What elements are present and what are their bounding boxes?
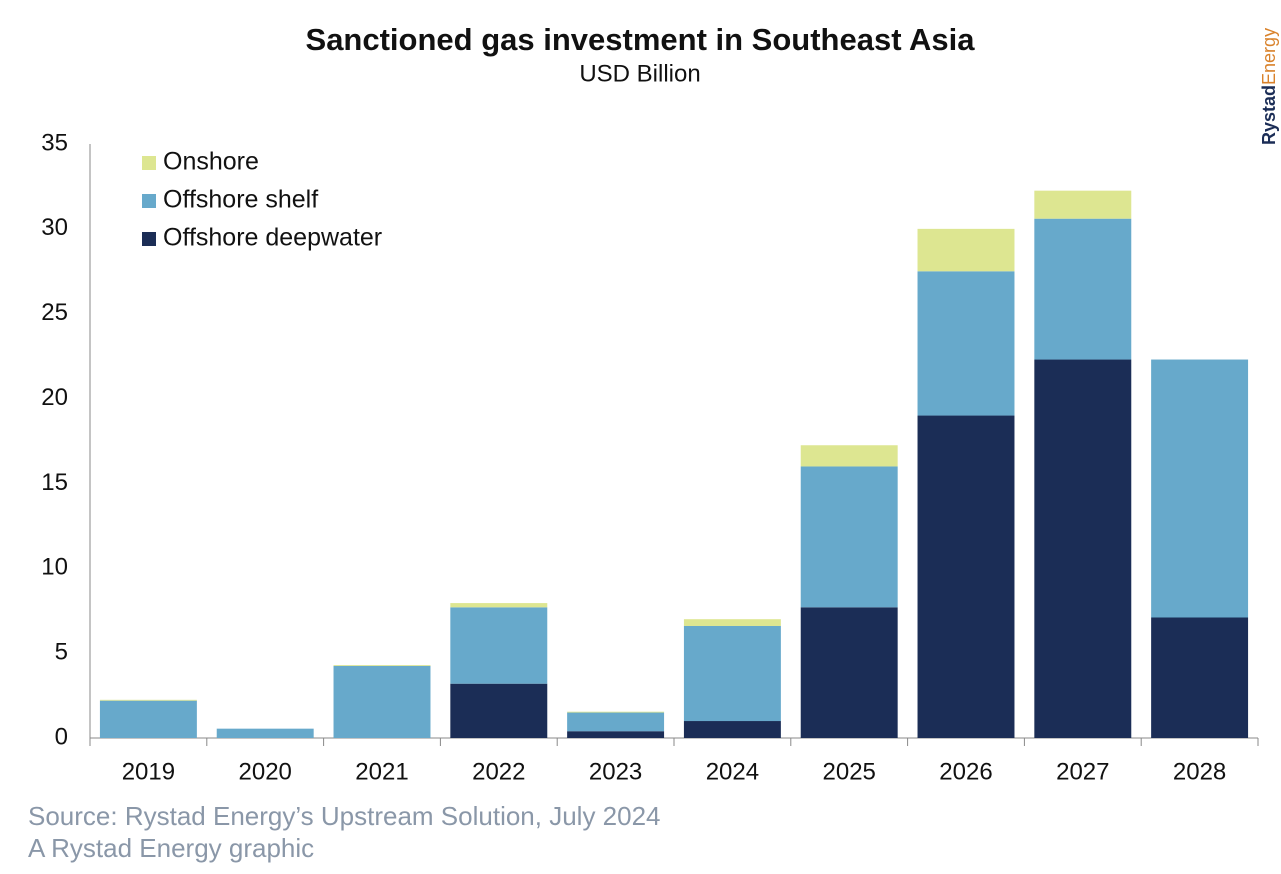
- bar-segment: [917, 415, 1015, 738]
- bar-segment: [333, 665, 431, 738]
- brand-part: Rystad: [1259, 85, 1279, 145]
- bar-segment: [450, 603, 548, 608]
- x-tick-label: 2027: [1056, 758, 1109, 785]
- bar-segment: [683, 625, 781, 722]
- bar-segment: [1151, 359, 1249, 618]
- bar-segment: [917, 228, 1015, 272]
- legend-swatch: [142, 232, 156, 246]
- bar-segment: [800, 445, 898, 467]
- x-tick-label: 2021: [355, 758, 408, 785]
- x-tick-label: 2028: [1173, 758, 1226, 785]
- y-tick-label: 10: [41, 554, 68, 581]
- legend-label: Offshore shelf: [163, 186, 318, 214]
- x-tick-label: 2025: [823, 758, 876, 785]
- y-tick-label: 35: [41, 129, 68, 156]
- bar-segment: [99, 700, 197, 738]
- chart-title: Sanctioned gas investment in Southeast A…: [306, 22, 976, 57]
- y-tick-label: 20: [41, 384, 68, 411]
- x-tick-label: 2024: [706, 758, 759, 785]
- bar-segment: [216, 728, 314, 738]
- x-tick-label: 2026: [939, 758, 992, 785]
- y-tick-label: 25: [41, 299, 68, 326]
- legend-label: Onshore: [163, 148, 259, 176]
- bar-segment: [800, 607, 898, 738]
- bar-segment: [917, 271, 1015, 416]
- bar-segment: [1034, 218, 1132, 360]
- x-tick-label: 2023: [589, 758, 642, 785]
- bar-segment: [450, 607, 548, 684]
- x-tick-label: 2022: [472, 758, 525, 785]
- bar-segment: [567, 712, 665, 732]
- bar-segment: [1034, 359, 1132, 738]
- y-tick-label: 30: [41, 214, 68, 241]
- bar-segment: [567, 711, 665, 713]
- legend-label: Offshore deepwater: [163, 224, 382, 252]
- brand-part: Energy: [1259, 28, 1279, 85]
- bar-segment: [450, 683, 548, 738]
- credit: A Rystad Energy graphic: [28, 833, 314, 863]
- bar-segment: [567, 731, 665, 738]
- x-tick-label: 2020: [239, 758, 292, 785]
- bar-segment: [99, 699, 197, 701]
- y-tick-label: 15: [41, 469, 68, 496]
- bar-segment: [333, 665, 431, 666]
- y-tick-label: 5: [55, 638, 68, 665]
- x-tick-label: 2019: [122, 758, 175, 785]
- bar-segment: [1151, 617, 1249, 738]
- legend-swatch: [142, 156, 156, 170]
- bar-segment: [683, 619, 781, 626]
- bar-segment: [683, 721, 781, 738]
- source: Source: Rystad Energy’s Upstream Solutio…: [28, 801, 661, 831]
- legend-swatch: [142, 194, 156, 208]
- bar-segment: [1034, 190, 1132, 219]
- chart-subtitle: USD Billion: [579, 60, 700, 87]
- brand: RystadEnergy: [1259, 28, 1279, 145]
- bar-segment: [800, 466, 898, 608]
- y-tick-label: 0: [55, 723, 68, 750]
